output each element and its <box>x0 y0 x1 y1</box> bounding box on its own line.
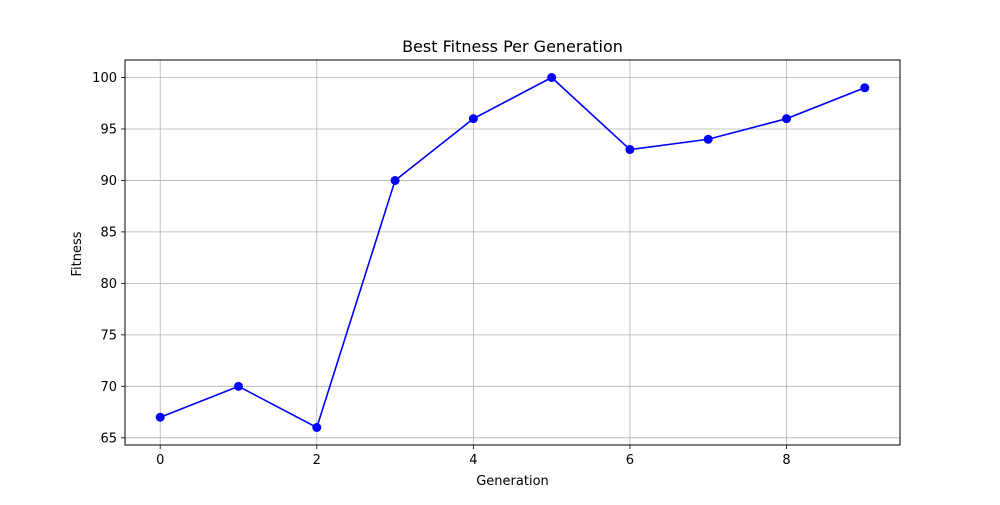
series-line-layer <box>159 76 866 429</box>
data-point <box>547 73 557 82</box>
x-tick-label: 6 <box>626 453 634 468</box>
x-axis-label: Generation <box>476 474 549 489</box>
chart-title: Best Fitness Per Generation <box>402 37 623 56</box>
y-tick-label: 90 <box>100 174 117 189</box>
grid <box>125 60 900 445</box>
data-point <box>312 423 322 432</box>
y-tick-label: 75 <box>100 328 117 343</box>
data-point <box>234 381 244 391</box>
data-point <box>860 83 870 93</box>
x-tick-label: 0 <box>156 453 164 468</box>
data-point <box>625 145 635 155</box>
plot-frame <box>124 59 901 446</box>
fitness-series-line <box>159 76 866 429</box>
x-tick-label: 2 <box>313 453 321 468</box>
data-points <box>155 73 870 432</box>
data-point <box>468 114 478 124</box>
data-point <box>155 412 165 422</box>
y-tick-label: 85 <box>100 225 117 240</box>
data-point <box>703 134 713 144</box>
data-point <box>781 114 791 124</box>
x-tick-label: 4 <box>469 453 477 468</box>
y-tick-label: 70 <box>100 380 117 395</box>
y-tick-label: 65 <box>100 431 117 446</box>
x-axis-ticks: 0 2 4 6 8 <box>156 445 791 468</box>
data-point <box>390 175 400 185</box>
y-tick-label: 100 <box>92 71 117 86</box>
y-tick-label: 80 <box>100 277 117 292</box>
y-tick-label: 95 <box>100 122 117 137</box>
y-axis-label: Fitness <box>70 231 85 276</box>
y-axis-ticks: 65 70 75 80 85 90 95 100 <box>92 71 125 446</box>
x-tick-label: 8 <box>782 453 790 468</box>
